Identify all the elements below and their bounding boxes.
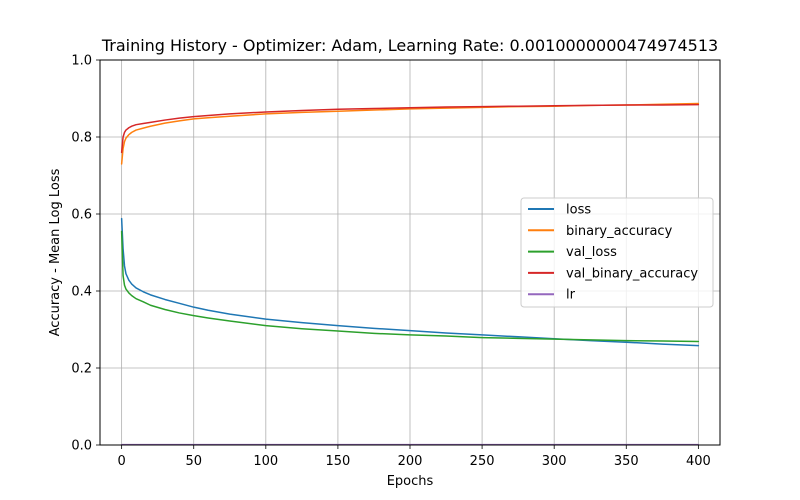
legend-label-val-binary-accuracy: val_binary_accuracy	[566, 266, 698, 281]
x-tick-label: 250	[470, 454, 495, 469]
legend-label-binary-accuracy: binary_accuracy	[566, 224, 673, 239]
y-tick-label: 1.0	[71, 54, 92, 69]
y-tick-label: 0.4	[71, 285, 92, 300]
legend-label-lr: lr	[566, 288, 576, 303]
y-tick-label: 0.0	[71, 439, 92, 454]
y-axis-ticks: 0.0 0.2 0.4 0.6 0.8 1.0	[71, 54, 100, 454]
legend-label-loss: loss	[566, 203, 591, 218]
x-axis-ticks: 0 50 100 150 200 250 300 350 400	[117, 445, 711, 469]
y-axis-label: Accuracy - Mean Log Loss	[48, 168, 63, 336]
chart-title: Training History - Optimizer: Adam, Lear…	[101, 36, 718, 55]
x-tick-label: 150	[325, 454, 350, 469]
x-tick-label: 200	[398, 454, 423, 469]
x-tick-label: 350	[614, 454, 639, 469]
x-tick-label: 0	[117, 454, 125, 469]
y-tick-label: 0.2	[71, 362, 92, 377]
series-line-loss	[120, 217, 700, 347]
x-axis-label: Epochs	[387, 474, 434, 489]
series-line-val-loss	[120, 230, 700, 343]
legend-box	[520, 197, 714, 308]
x-tick-label: 100	[253, 454, 278, 469]
series-line-val-binary-accuracy	[120, 103, 700, 154]
x-tick-label: 50	[185, 454, 202, 469]
legend-label-val-loss: val_loss	[566, 245, 617, 260]
x-tick-label: 400	[686, 454, 711, 469]
y-tick-label: 0.6	[71, 208, 92, 223]
legend: loss binary_accuracy val_loss val_binary_ac…	[520, 197, 714, 308]
x-tick-label: 300	[542, 454, 567, 469]
y-tick-label: 0.8	[71, 131, 92, 146]
